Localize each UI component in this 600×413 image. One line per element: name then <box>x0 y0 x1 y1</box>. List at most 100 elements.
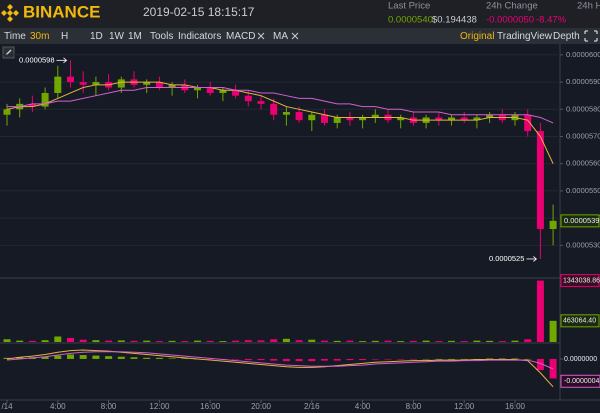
fullscreen-icon[interactable] <box>584 30 598 42</box>
candle-body <box>28 103 36 107</box>
x-tick-label: 16:00 <box>505 402 526 411</box>
volume-bar <box>359 341 367 342</box>
x-tick-label: 12:00 <box>149 402 170 411</box>
x-tick-label: 16:00 <box>200 402 221 411</box>
candle-body <box>206 87 214 93</box>
candle-body <box>54 76 62 93</box>
volume-bar <box>117 340 125 342</box>
volume-bar <box>346 340 354 342</box>
candle-body <box>257 101 265 104</box>
chart-background <box>0 44 600 413</box>
candle-body <box>194 87 201 91</box>
toolbar-button[interactable]: MA <box>273 31 288 42</box>
macd-bar <box>359 358 367 361</box>
macd-bar <box>41 356 49 359</box>
volume-bar <box>435 341 443 342</box>
volume-bar <box>536 280 544 342</box>
moving-average-line <box>7 87 554 124</box>
toolbar-button[interactable]: H <box>61 31 68 42</box>
logo[interactable]: BINANCE <box>1 2 100 22</box>
x-tick-label: 8:00 <box>101 402 117 411</box>
candle-body <box>333 117 341 123</box>
toolbar-button[interactable]: Depth <box>553 31 580 42</box>
candle-body <box>79 82 87 85</box>
macd-bar <box>232 358 240 360</box>
volume-bar <box>105 340 113 342</box>
close-icons[interactable] <box>257 32 299 40</box>
macd-bar <box>181 358 189 359</box>
toolbar-button[interactable]: MACD <box>226 31 255 42</box>
macd-bar <box>270 358 278 361</box>
volume-axis-label: 1343038.86 <box>563 277 600 284</box>
macd-bar <box>498 358 506 359</box>
volume-bar <box>371 340 379 342</box>
volume-bar <box>168 340 176 342</box>
candle-body <box>435 117 443 121</box>
x-tick-label: 12:00 <box>454 402 475 411</box>
volume-bar <box>397 341 405 342</box>
volume-bar <box>16 340 24 342</box>
macd-bar <box>117 356 125 359</box>
last-price-label: Last Price <box>388 1 430 12</box>
macd-bar <box>384 358 392 360</box>
volume-bar <box>549 320 557 342</box>
toolbar-button[interactable]: Indicators <box>178 31 221 42</box>
toolbar-button[interactable]: 1W <box>109 31 125 42</box>
candle-body <box>371 114 379 118</box>
toolbar-button[interactable]: TradingView <box>497 31 553 42</box>
x-tick-label: /14 <box>1 402 13 411</box>
macd-bar <box>282 358 290 362</box>
macd-bar <box>435 358 443 360</box>
volume-marker-box <box>560 314 600 328</box>
candle-body <box>244 95 252 102</box>
x-tick-label: 4:00 <box>355 402 371 411</box>
volume-bar <box>244 340 252 342</box>
annotation-arrowhead <box>63 57 68 64</box>
toolbar-items: Time 30m H 1D 1W 1M Tools Indicators MACD MA Origi… <box>4 31 580 42</box>
volume-bar <box>498 341 506 342</box>
candle-body <box>524 114 532 132</box>
candle-body <box>397 117 405 121</box>
last-price-label: 0.0000539 <box>564 216 599 225</box>
datetime: 2019-02-15 18:15:17 <box>143 5 255 19</box>
candle-body <box>282 112 290 115</box>
volume-bar <box>308 339 316 342</box>
last-price: 0.0000540 <box>388 15 433 26</box>
macd-bar <box>397 358 405 360</box>
y-tick-label: 0.0000600 <box>566 50 600 59</box>
annotation-label: 0.0000525 <box>489 254 524 263</box>
toolbar-button[interactable]: Original <box>460 31 494 42</box>
macd-bar <box>143 357 151 359</box>
high-label: 24h H <box>577 1 600 12</box>
candle-body <box>321 114 328 123</box>
annotation-arrowhead <box>533 256 538 262</box>
macd-bar <box>16 357 24 359</box>
y-tick-label: 0.0000580 <box>566 104 600 113</box>
macd-bar <box>295 358 303 362</box>
toolbar-button[interactable]: 1M <box>128 31 142 42</box>
candle-body <box>117 79 125 88</box>
toolbar-button[interactable]: Tools <box>150 31 173 42</box>
macd-bar <box>422 358 430 360</box>
y-tick-label: 0.0000590 <box>566 77 600 86</box>
toolbar-button[interactable]: Time <box>4 31 26 42</box>
volume-bar <box>511 340 519 342</box>
toolbar <box>0 28 600 44</box>
candle-body <box>308 114 316 121</box>
macd-bar <box>409 358 417 360</box>
logo-icon <box>1 4 19 22</box>
macd-bar <box>308 358 316 362</box>
macd-bar <box>206 358 214 360</box>
volume-bar <box>321 340 328 342</box>
volume-marker-box <box>560 274 600 288</box>
toolbar-button[interactable]: 1D <box>90 31 103 42</box>
candle-body <box>67 76 74 83</box>
candle-body <box>270 103 278 115</box>
macd-bar <box>257 358 265 361</box>
macd-marker-box <box>560 374 600 388</box>
toolbar-button[interactable]: 30m <box>30 31 49 42</box>
candle-body <box>473 117 481 121</box>
volume-bar <box>282 338 290 342</box>
candle-body <box>219 90 227 93</box>
volume-bar <box>92 340 100 342</box>
